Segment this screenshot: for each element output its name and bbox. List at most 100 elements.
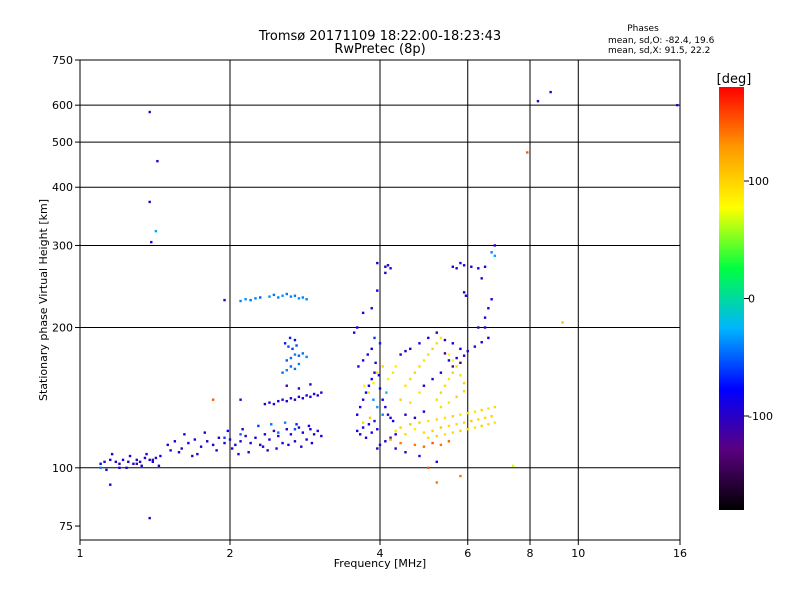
data-point <box>277 399 280 403</box>
data-point <box>275 447 278 450</box>
data-point <box>293 440 297 443</box>
data-point <box>384 440 387 443</box>
data-point <box>451 431 455 434</box>
data-point <box>277 296 280 299</box>
data-point <box>239 440 242 443</box>
data-point <box>394 429 397 433</box>
data-point <box>470 419 473 423</box>
y-tick-label: 300 <box>52 239 73 252</box>
colorbar-tick-label: 100 <box>748 175 769 188</box>
data-point <box>266 449 269 452</box>
data-point <box>297 395 301 399</box>
data-point <box>268 295 271 298</box>
data-point <box>487 423 490 426</box>
data-point <box>413 416 417 420</box>
data-point <box>459 374 462 377</box>
data-point <box>159 454 162 458</box>
data-point <box>455 356 458 360</box>
data-point <box>305 298 308 301</box>
data-point <box>281 294 284 297</box>
data-point <box>293 367 297 371</box>
data-point <box>355 429 359 433</box>
data-point <box>439 336 443 340</box>
data-point <box>295 344 298 347</box>
data-point <box>427 436 430 439</box>
data-point <box>285 368 288 372</box>
data-point <box>361 359 365 362</box>
data-point <box>364 391 368 394</box>
data-point <box>110 452 114 456</box>
y-tick-label: 75 <box>59 520 73 533</box>
data-point <box>473 410 477 413</box>
data-point <box>297 387 301 390</box>
data-point <box>148 458 151 462</box>
data-point <box>320 391 323 394</box>
data-point <box>376 447 379 450</box>
data-point <box>404 384 407 387</box>
data-point <box>138 460 142 464</box>
y-tick-label: 100 <box>52 462 73 475</box>
data-point <box>455 423 458 426</box>
data-point <box>439 443 443 447</box>
data-point <box>254 297 257 300</box>
data-point <box>487 407 490 410</box>
data-point <box>431 429 434 433</box>
data-point <box>361 426 365 429</box>
data-point <box>367 391 371 394</box>
data-point <box>217 436 221 439</box>
data-point <box>277 434 280 438</box>
data-point <box>140 464 143 467</box>
data-point <box>493 244 497 247</box>
data-point <box>378 342 382 345</box>
data-point <box>384 405 387 409</box>
data-point <box>367 423 371 426</box>
data-point <box>389 436 392 439</box>
data-point <box>226 429 230 433</box>
data-point <box>462 354 466 357</box>
data-points <box>99 90 679 520</box>
data-point <box>291 347 294 351</box>
data-point <box>103 460 106 464</box>
data-point <box>447 353 451 356</box>
data-point <box>490 298 493 301</box>
data-point <box>676 103 679 107</box>
data-point <box>480 341 483 344</box>
x-tick-label: 8 <box>527 547 534 560</box>
data-point <box>459 429 462 433</box>
data-point <box>257 424 260 428</box>
data-point <box>370 307 373 310</box>
data-point <box>145 452 148 456</box>
data-point <box>435 481 438 484</box>
data-point <box>151 458 155 462</box>
data-point <box>473 345 477 348</box>
data-point <box>180 447 183 450</box>
data-point <box>166 443 169 447</box>
data-point <box>244 434 247 438</box>
data-point <box>404 349 407 353</box>
data-point <box>363 384 366 387</box>
data-point <box>372 398 375 401</box>
data-point <box>135 458 138 462</box>
data-point <box>389 416 392 420</box>
data-point <box>283 342 287 345</box>
data-point <box>295 423 298 426</box>
data-point <box>451 371 455 374</box>
data-point <box>289 433 293 436</box>
x-tick-label: 10 <box>571 547 585 560</box>
data-point <box>480 277 483 280</box>
data-point <box>370 347 373 351</box>
x-tick-label: 6 <box>464 547 471 560</box>
data-point <box>244 298 247 301</box>
data-point <box>247 451 250 454</box>
data-point <box>376 428 379 431</box>
data-point <box>443 433 447 436</box>
x-tick-label: 16 <box>673 547 687 560</box>
data-point <box>466 411 469 415</box>
data-point <box>305 438 308 441</box>
data-point <box>99 466 102 470</box>
data-point <box>307 424 311 428</box>
data-point <box>376 289 379 292</box>
data-point <box>435 434 438 438</box>
data-point <box>156 159 159 163</box>
data-point <box>109 483 112 486</box>
